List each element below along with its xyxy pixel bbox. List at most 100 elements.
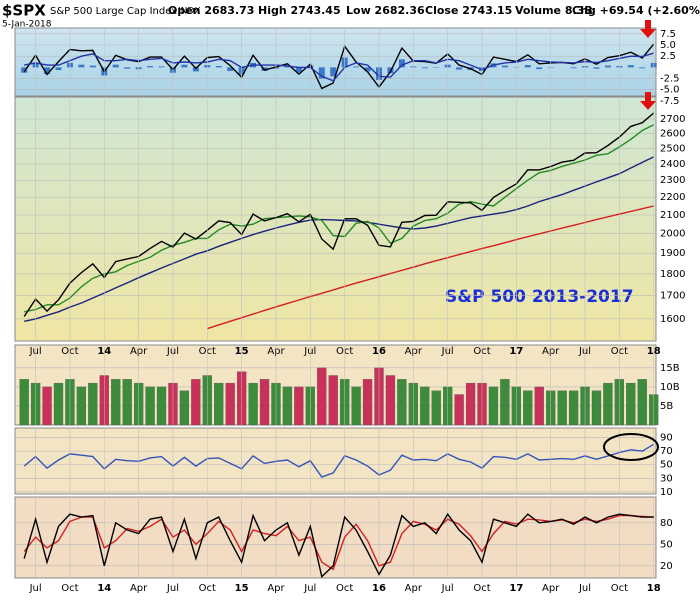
histogram-bar	[627, 65, 634, 68]
histogram-bar	[330, 67, 337, 77]
volume-bar	[145, 386, 155, 426]
index-name: S&P 500 Large Cap Index	[50, 6, 177, 17]
x-tick-label: Apr	[405, 583, 423, 594]
y-tick-label: 2000	[660, 229, 685, 240]
y-tick-label: 1600	[660, 314, 685, 325]
x-tick-label: 17	[509, 583, 523, 594]
histogram-bar	[501, 65, 508, 68]
y-tick-label: 7.5	[660, 29, 676, 40]
histogram-bar	[192, 67, 199, 72]
histogram-bar	[89, 65, 96, 68]
y-tick-label: 90	[660, 433, 673, 444]
volume-bar	[259, 379, 270, 426]
histogram-bar	[593, 67, 600, 69]
volume-bar	[431, 390, 441, 426]
y-tick-label: 10B	[660, 382, 680, 393]
y-tick-label: 20	[660, 561, 673, 572]
histogram-bar	[353, 66, 360, 68]
exchange: INDX	[178, 7, 200, 17]
histogram-bar	[421, 67, 428, 69]
x-tick-label: Oct	[199, 583, 216, 594]
volume-bar	[637, 379, 647, 426]
volume-bar	[214, 382, 224, 426]
histogram-bar	[524, 65, 531, 68]
histogram-bar	[215, 66, 222, 68]
quote: Volume 8.3B	[515, 4, 593, 17]
x-tick-label: Oct	[473, 583, 490, 594]
volume-bar	[76, 386, 87, 426]
y-tick-label: 1700	[660, 291, 685, 302]
volume-bar	[19, 379, 29, 426]
x-tick-label: Apr	[130, 583, 148, 594]
panel-price	[14, 96, 657, 342]
histogram-bar	[227, 67, 234, 71]
volume-bar	[557, 390, 567, 426]
volume-bar	[191, 379, 201, 426]
x-tick-label: 14	[97, 583, 111, 594]
line	[24, 52, 654, 82]
line	[24, 156, 655, 322]
y-tick-label: 2200	[660, 192, 685, 203]
x-tick-label: Apr	[267, 346, 285, 357]
volume-bar	[397, 379, 407, 426]
y-tick-label: 50	[660, 460, 673, 471]
annotation: S&P 500 2013-2017	[445, 287, 634, 307]
y-tick-label: 5B	[660, 401, 673, 412]
highlight-ellipse	[603, 433, 659, 461]
x-tick-label: Jul	[303, 583, 316, 594]
quote: Open 2683.73	[168, 4, 254, 17]
volume-bar	[534, 386, 544, 426]
y-tick-label: 2300	[660, 175, 685, 186]
histogram-bar	[147, 66, 154, 68]
histogram-bar	[78, 64, 85, 68]
quote: Close 2743.15	[425, 4, 512, 17]
y-tick-label: 2600	[660, 128, 685, 139]
volume-bar	[317, 367, 327, 426]
y-tick-label: 70	[660, 446, 673, 457]
volume-bar	[454, 394, 464, 426]
volume-bar	[225, 382, 235, 426]
symbol: $SPX	[2, 2, 46, 20]
line	[24, 124, 655, 313]
y-tick-label: 2400	[660, 159, 685, 170]
volume-bar	[603, 382, 613, 426]
volume-bar	[156, 386, 167, 426]
volume-bar	[523, 390, 533, 426]
volume-bar	[88, 382, 98, 426]
volume-bar	[351, 386, 361, 426]
arrow	[640, 92, 656, 110]
x-tick-label: Jul	[303, 346, 316, 357]
histogram-bar	[295, 67, 302, 73]
x-tick-label: Jul	[166, 346, 179, 357]
y-tick-label: -5.0	[660, 85, 680, 96]
x-tick-label: 15	[235, 583, 249, 594]
plot-area: 7.55.02.5 -2.5-5.0-7.5 2700 2600 2500 2400 230…	[15, 28, 685, 594]
histogram-bar	[398, 59, 405, 68]
date: 5-Jan-2018	[2, 20, 52, 30]
x-tick-label: 18	[647, 583, 661, 594]
y-tick-label: 2.5	[660, 51, 676, 62]
x-tick-label: Jul	[29, 583, 42, 594]
x-tick-label: Oct	[336, 583, 353, 594]
x-tick-label: Apr	[130, 346, 148, 357]
x-tick-label: Jul	[29, 346, 42, 357]
volume-bar	[248, 382, 258, 426]
histogram-bar	[570, 67, 577, 69]
histogram-bar	[639, 67, 646, 69]
volume-bar	[294, 386, 304, 426]
histogram-bar	[124, 67, 131, 69]
quote: High 2743.45	[258, 4, 341, 17]
y-tick-label: -2.5	[660, 74, 680, 85]
y-tick-label: 30	[660, 473, 673, 484]
y-tick-label: -7.5	[660, 96, 680, 107]
y-tick-label: 1800	[660, 269, 685, 280]
line	[23, 443, 655, 478]
volume-bar	[591, 390, 602, 426]
histogram-bar	[318, 67, 325, 79]
histogram-bar	[44, 67, 51, 75]
x-tick-label: Jul	[166, 583, 179, 594]
volume-bar	[626, 382, 636, 426]
histogram-bar	[158, 66, 165, 68]
x-tick-label: Apr	[542, 346, 560, 357]
